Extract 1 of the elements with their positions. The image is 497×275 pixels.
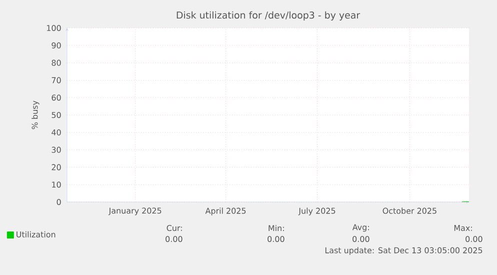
chart-title: Disk utilization for /dev/loop3 - by year — [176, 11, 360, 20]
